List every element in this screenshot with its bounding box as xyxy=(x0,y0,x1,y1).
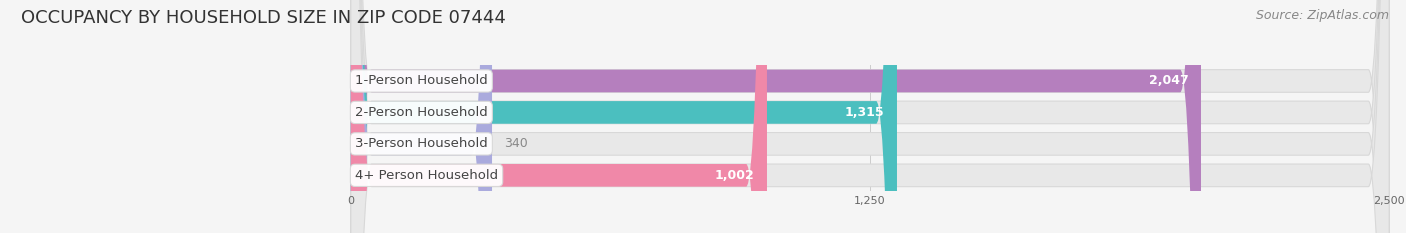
Text: 1,315: 1,315 xyxy=(845,106,884,119)
Text: 4+ Person Household: 4+ Person Household xyxy=(354,169,498,182)
Text: 1,002: 1,002 xyxy=(714,169,755,182)
FancyBboxPatch shape xyxy=(352,0,897,233)
Text: 2,047: 2,047 xyxy=(1149,75,1188,87)
Text: OCCUPANCY BY HOUSEHOLD SIZE IN ZIP CODE 07444: OCCUPANCY BY HOUSEHOLD SIZE IN ZIP CODE … xyxy=(21,9,506,27)
FancyBboxPatch shape xyxy=(352,0,492,233)
FancyBboxPatch shape xyxy=(352,0,1389,233)
Text: 3-Person Household: 3-Person Household xyxy=(354,137,488,150)
Text: 340: 340 xyxy=(505,137,529,150)
Text: 2-Person Household: 2-Person Household xyxy=(354,106,488,119)
FancyBboxPatch shape xyxy=(352,0,768,233)
Text: Source: ZipAtlas.com: Source: ZipAtlas.com xyxy=(1256,9,1389,22)
FancyBboxPatch shape xyxy=(352,0,1389,233)
FancyBboxPatch shape xyxy=(352,0,1389,233)
FancyBboxPatch shape xyxy=(352,0,1201,233)
Text: 1-Person Household: 1-Person Household xyxy=(354,75,488,87)
FancyBboxPatch shape xyxy=(352,0,1389,233)
